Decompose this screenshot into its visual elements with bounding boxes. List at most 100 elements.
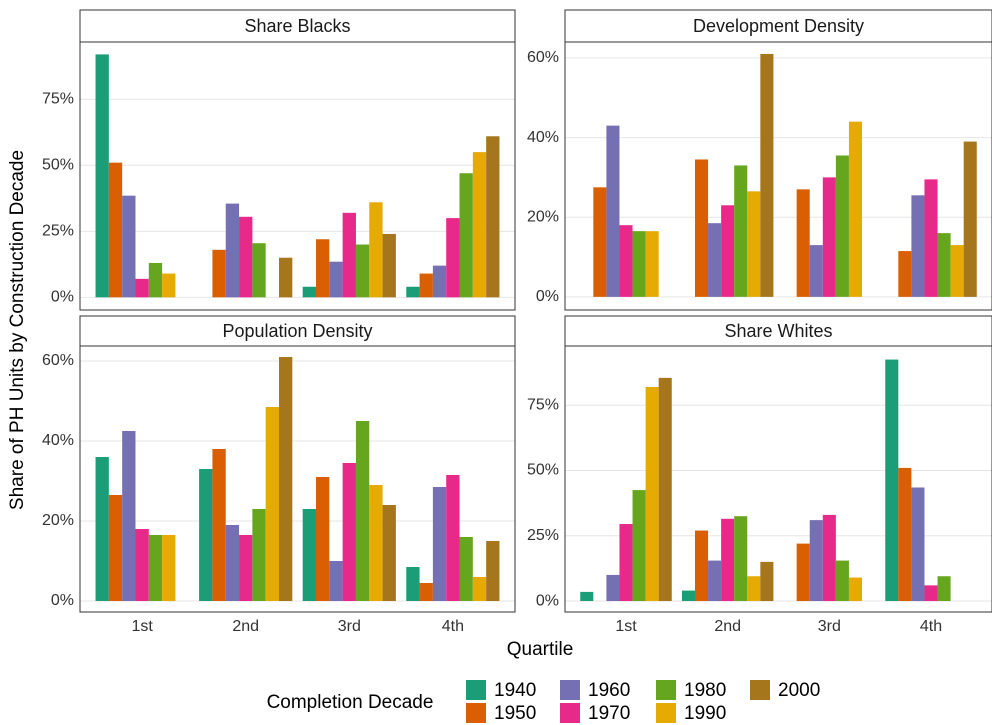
y-tick-label: 20% bbox=[527, 208, 559, 225]
y-tick-label: 40% bbox=[527, 129, 559, 146]
bar bbox=[225, 203, 240, 298]
x-tick-label: 2nd bbox=[714, 618, 741, 635]
legend-key bbox=[466, 703, 486, 723]
legend-key bbox=[560, 680, 580, 700]
bar bbox=[835, 155, 849, 297]
y-tick-label: 50% bbox=[42, 157, 74, 174]
bar bbox=[302, 509, 316, 601]
bar bbox=[369, 485, 383, 601]
legend-label: 1960 bbox=[588, 680, 630, 701]
bar bbox=[472, 152, 487, 298]
bar bbox=[265, 407, 280, 601]
bar bbox=[369, 202, 383, 298]
y-tick-label: 25% bbox=[42, 223, 74, 240]
bar bbox=[606, 574, 620, 602]
panel-strip bbox=[79, 9, 516, 43]
bar bbox=[148, 263, 163, 298]
bar bbox=[419, 583, 433, 601]
bar bbox=[848, 577, 863, 602]
bar bbox=[721, 518, 735, 602]
bar bbox=[822, 514, 836, 602]
bar bbox=[694, 159, 709, 297]
bar bbox=[382, 233, 396, 298]
legend-key bbox=[656, 703, 676, 723]
bar bbox=[252, 509, 266, 601]
bar bbox=[329, 261, 343, 298]
y-tick-label: 75% bbox=[42, 91, 74, 108]
bar bbox=[963, 141, 977, 297]
bar bbox=[580, 591, 594, 602]
bar bbox=[606, 125, 620, 297]
bar bbox=[809, 245, 823, 297]
bar bbox=[135, 278, 149, 298]
legend-key bbox=[560, 703, 580, 723]
bar bbox=[848, 121, 863, 297]
y-tick-label: 60% bbox=[527, 49, 559, 66]
bar bbox=[950, 245, 964, 297]
legend-label: 1980 bbox=[684, 680, 726, 701]
bar bbox=[279, 357, 293, 601]
y-tick-label: 0% bbox=[536, 288, 559, 305]
bar bbox=[760, 561, 774, 602]
bar bbox=[937, 576, 951, 602]
x-tick-label: 1st bbox=[615, 618, 637, 635]
bar bbox=[382, 505, 396, 601]
bar bbox=[645, 231, 659, 297]
bar bbox=[95, 54, 109, 298]
bar bbox=[747, 576, 761, 602]
bar bbox=[645, 386, 659, 602]
legend-label: 1940 bbox=[494, 680, 536, 701]
x-axis-title: Quartile bbox=[507, 639, 574, 660]
bar bbox=[162, 535, 176, 601]
x-tick-label: 4th bbox=[442, 618, 464, 635]
bar bbox=[924, 179, 938, 297]
y-tick-label: 75% bbox=[527, 396, 559, 413]
bar bbox=[734, 516, 748, 602]
y-tick-label: 0% bbox=[51, 592, 74, 609]
bar bbox=[279, 257, 293, 298]
bar bbox=[472, 577, 487, 601]
bar bbox=[459, 537, 473, 601]
bar bbox=[446, 218, 460, 298]
panel-title: Population Density bbox=[222, 321, 372, 341]
bar bbox=[329, 561, 343, 601]
bar bbox=[708, 223, 722, 297]
bar bbox=[619, 225, 633, 297]
bar bbox=[593, 187, 607, 297]
bar bbox=[694, 530, 709, 602]
legend-label: 1950 bbox=[494, 703, 536, 724]
bar bbox=[911, 195, 925, 297]
bar bbox=[355, 421, 370, 601]
bar bbox=[406, 567, 420, 601]
bar bbox=[937, 233, 951, 297]
bar bbox=[122, 431, 136, 601]
bar bbox=[734, 165, 748, 297]
bar bbox=[406, 286, 420, 298]
bar bbox=[252, 243, 266, 298]
bar bbox=[355, 244, 370, 298]
panel-title: Share Whites bbox=[724, 321, 832, 341]
panel-title: Development Density bbox=[693, 16, 864, 36]
bar bbox=[239, 216, 253, 298]
bar bbox=[885, 359, 899, 602]
y-tick-label: 25% bbox=[527, 527, 559, 544]
bar bbox=[95, 457, 109, 601]
bar bbox=[212, 449, 226, 601]
x-tick-label: 3rd bbox=[818, 618, 841, 635]
bar bbox=[446, 475, 460, 601]
bar bbox=[809, 520, 823, 602]
bar bbox=[239, 535, 253, 601]
y-tick-label: 0% bbox=[51, 289, 74, 306]
legend-label: 1970 bbox=[588, 703, 630, 724]
panel-border bbox=[564, 41, 992, 311]
y-tick-label: 60% bbox=[42, 352, 74, 369]
bar bbox=[315, 477, 330, 601]
y-axis-title: Share of PH Units by Construction Decade bbox=[7, 150, 28, 510]
bar bbox=[148, 535, 163, 601]
bar bbox=[419, 273, 433, 298]
bar bbox=[632, 231, 646, 297]
legend-label: 1990 bbox=[684, 703, 726, 724]
bar bbox=[135, 529, 149, 601]
bar bbox=[302, 286, 316, 298]
bar bbox=[632, 490, 646, 602]
